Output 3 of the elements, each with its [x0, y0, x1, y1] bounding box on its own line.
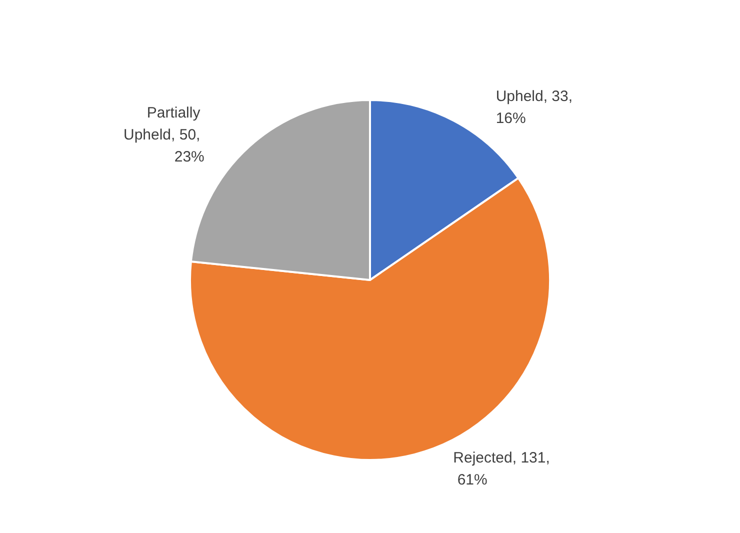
slice-label: Upheld, 33, 16%	[496, 88, 577, 127]
slice-label: Rejected, 131, 61%	[453, 449, 550, 488]
slice-label: Partially Upheld, 50, 23%	[123, 104, 204, 166]
